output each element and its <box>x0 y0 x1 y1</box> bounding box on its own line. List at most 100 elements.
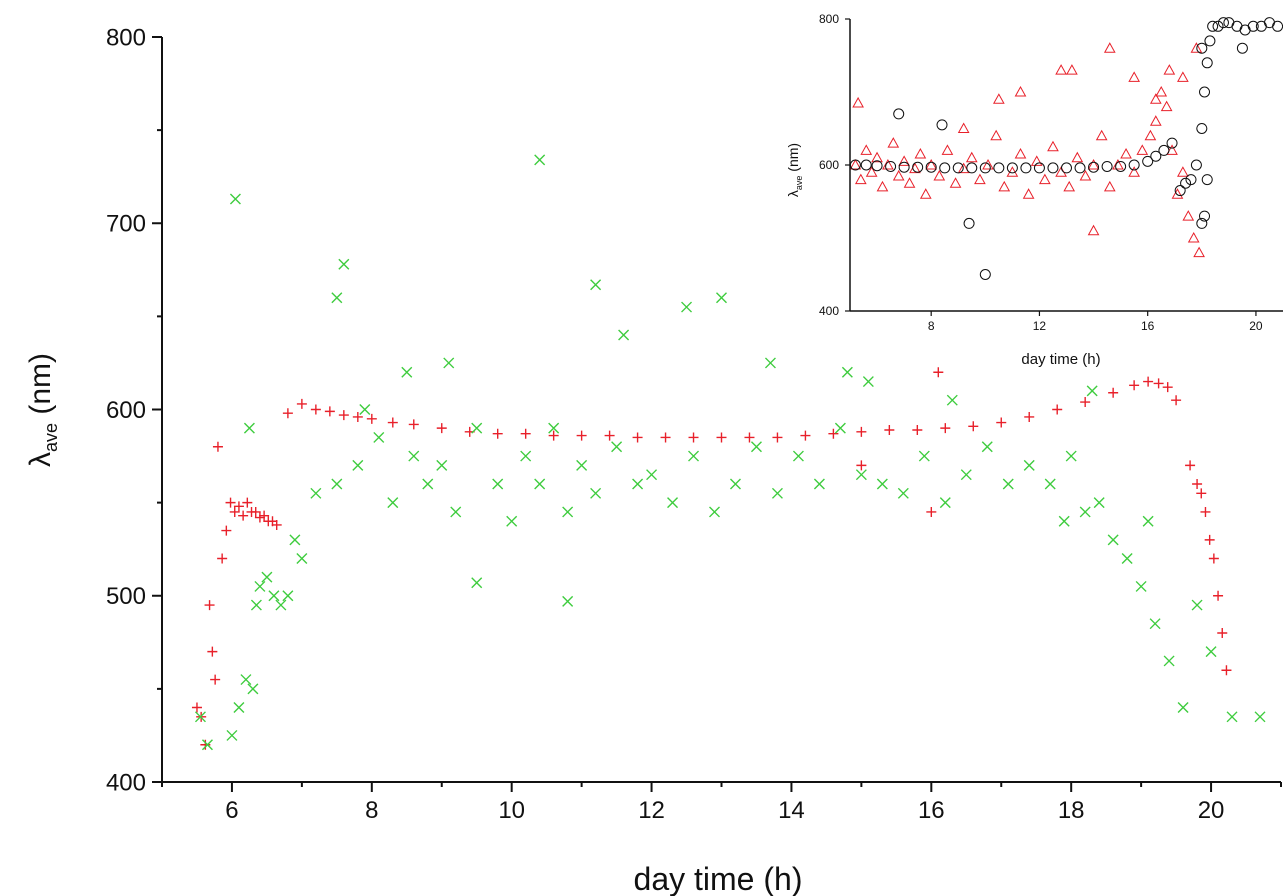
main-series-0-point <box>716 432 727 443</box>
inset-series-0-point <box>1171 188 1184 199</box>
main-series-0-point <box>225 497 236 508</box>
inset-series-0-point <box>992 93 1005 104</box>
main-series-0-point <box>1200 506 1211 517</box>
main-series-0-point <box>632 432 643 443</box>
inset-series-0-point <box>957 162 970 174</box>
main-series-1-point <box>331 292 343 304</box>
main-x-tick-label: 6 <box>225 797 238 824</box>
inset-series-1-point <box>1196 217 1208 229</box>
inset-series-0-point <box>1193 246 1205 258</box>
inset-y-tick-label: 400 <box>819 304 839 318</box>
main-series-1-point <box>359 404 371 415</box>
inset-series-1-point <box>1185 174 1197 186</box>
main-series-0-point <box>1052 404 1063 415</box>
main-series-0-point <box>828 428 839 439</box>
inset-series-0-point <box>1136 144 1149 155</box>
main-series-0-point <box>520 428 531 439</box>
main-series-1-point <box>194 711 206 723</box>
main-series-0-point <box>576 430 587 441</box>
main-series-1-point <box>492 478 504 490</box>
main-series-1-point <box>373 431 385 443</box>
main-series-0-point <box>387 417 398 428</box>
inset-series-0-point <box>882 158 894 170</box>
inset-series-1-point <box>952 162 964 174</box>
main-series-0-point <box>1185 460 1196 471</box>
main-series-1-point <box>632 478 644 490</box>
inset-series-1-point <box>1180 177 1192 189</box>
inset-series-0-point <box>1066 64 1078 75</box>
main-y-tick-label: 600 <box>106 397 146 424</box>
main-series-1-point <box>226 729 238 741</box>
main-series-1-point <box>1177 702 1189 713</box>
inset-series-1-point <box>1212 20 1224 32</box>
inset-series-1-point <box>936 119 948 131</box>
main-series-0-point <box>242 497 253 508</box>
inset-series-0-point <box>965 151 978 163</box>
inset-series-1-point <box>1196 123 1208 134</box>
main-series-1-point <box>1205 646 1217 658</box>
main-series-1-point <box>520 450 532 462</box>
inset-y-axis-symbol: λ <box>785 190 801 197</box>
inset-series-0-point <box>1047 140 1059 152</box>
main-series-1-point <box>764 357 776 369</box>
inset-x-axis-label: day time (h) <box>1021 351 1100 368</box>
inset-series-0-point <box>1120 148 1132 159</box>
inset-series-0-point <box>887 137 900 148</box>
inset-series-0-point <box>1177 71 1189 82</box>
inset-series-0-point <box>876 180 889 192</box>
inset-series-1-point <box>966 162 978 174</box>
main-series-1-point <box>534 478 546 490</box>
inset-series-1-point <box>1201 174 1213 186</box>
inset-series-0-point <box>903 177 916 188</box>
inset-series-0-point <box>1014 148 1027 159</box>
main-series-0-point <box>1171 395 1182 406</box>
main-series-1-point <box>310 487 322 499</box>
inset-series-1-point <box>1006 162 1018 174</box>
main-y-axis-symbol: λ <box>24 452 57 467</box>
inset-series-0-point <box>1103 180 1116 192</box>
inset-series-1-point <box>1196 42 1208 54</box>
main-series-0-point <box>408 419 419 430</box>
main-series-1-point <box>1086 385 1098 397</box>
main-series-1-point <box>338 258 350 270</box>
main-x-tick-label: 14 <box>778 797 805 824</box>
main-chart: 6 8 10 12 14 16 18 20 400 500 600 700 800 day time (… <box>24 24 1282 896</box>
main-series-0-point <box>1217 628 1228 638</box>
inset-y-tick-label: 600 <box>819 158 839 172</box>
inset-series-0-point <box>898 155 910 166</box>
main-series-0-point <box>310 404 321 415</box>
inset-series-0-point <box>1112 158 1124 170</box>
main-series-1-point <box>1191 599 1203 611</box>
main-series-1-point <box>646 469 658 481</box>
inset-series-1-point <box>1115 160 1127 172</box>
inset-series-0-point <box>860 144 873 155</box>
main-series-1-point <box>240 674 252 686</box>
main-series-1-point <box>443 357 455 369</box>
main-series-1-point <box>436 459 448 471</box>
inset-ticks: 8 12 16 20 400 600 800 <box>819 12 1263 333</box>
main-series-0-point <box>1080 397 1091 408</box>
main-y-tick-label: 700 <box>106 211 146 238</box>
main-series-0-point <box>254 512 265 523</box>
inset-series-0-point <box>854 173 867 185</box>
main-series-0-point <box>212 441 223 452</box>
main-series-0-point <box>912 424 923 435</box>
main-y-tick-label: 800 <box>106 24 146 51</box>
inset-series-1-point <box>1074 162 1086 174</box>
main-series-1-point <box>548 422 560 434</box>
main-series-1-point <box>229 193 241 205</box>
main-series-1-point <box>201 739 213 751</box>
inset-series-0-point <box>1160 100 1173 112</box>
main-series-1-point <box>792 450 804 462</box>
main-series-0-point <box>744 432 755 443</box>
inset-series-0-point <box>1149 115 1162 126</box>
main-series-1-point <box>709 506 721 518</box>
main-series-1-point <box>576 459 588 471</box>
main-series-0-point <box>968 421 979 432</box>
main-series-0-point <box>229 506 240 517</box>
main-series-0-point <box>548 430 559 441</box>
main-series-0-point <box>933 367 944 378</box>
main-series-1-point <box>834 422 846 434</box>
inset-series-0-point <box>1014 85 1027 97</box>
